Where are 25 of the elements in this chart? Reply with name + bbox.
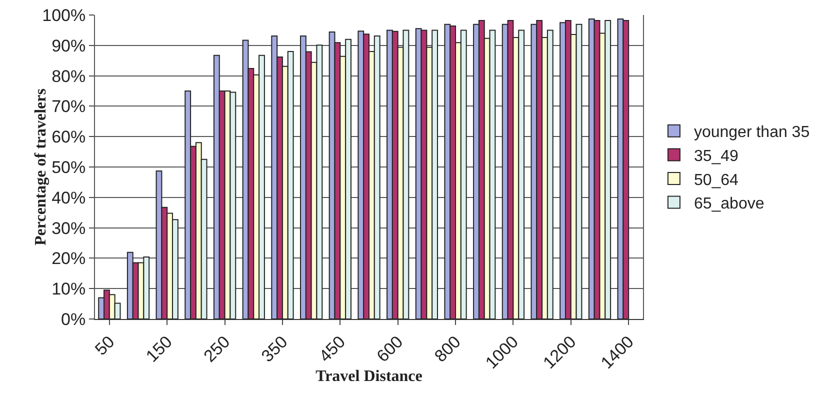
- y-tick-label: 0%: [61, 310, 86, 329]
- y-tick-label: 20%: [52, 249, 86, 268]
- legend-label: 35_49: [694, 148, 739, 165]
- x-tick-label: 250: [200, 332, 234, 366]
- x-tick-label: 50: [91, 332, 118, 360]
- x-tick-label: 600: [373, 332, 407, 366]
- x-tick-label: 150: [142, 332, 176, 366]
- y-tick-label: 10%: [52, 280, 86, 299]
- y-tick-label: 50%: [52, 158, 86, 177]
- y-tick-label: 40%: [52, 188, 86, 208]
- y-tick-label: 100%: [42, 6, 86, 25]
- y-axis-title: Percentage of travelers: [32, 88, 50, 246]
- x-tick-label: 800: [430, 332, 464, 366]
- y-tick-label: 80%: [52, 66, 86, 86]
- bar: [184, 90, 192, 319]
- legend-label: 65_above: [694, 196, 764, 213]
- legend-label: younger than 35: [694, 124, 810, 142]
- y-tick-label: 60%: [52, 128, 86, 147]
- y-tick-label: 70%: [52, 97, 86, 116]
- y-tick-label: 90%: [52, 36, 86, 56]
- y-tick-label: 30%: [52, 218, 86, 238]
- legend-label: 50_64: [694, 172, 739, 189]
- x-axis-title: Travel Distance: [316, 368, 422, 385]
- x-tick-label: 450: [316, 332, 349, 366]
- x-tick-label: 350: [258, 332, 292, 366]
